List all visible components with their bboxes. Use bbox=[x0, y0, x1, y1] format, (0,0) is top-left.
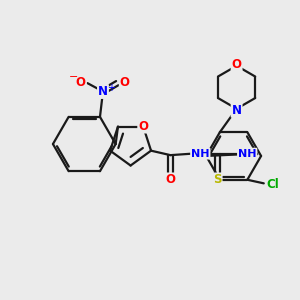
Text: N: N bbox=[98, 85, 108, 98]
Text: Cl: Cl bbox=[266, 178, 279, 191]
Text: O: O bbox=[165, 173, 176, 186]
Text: S: S bbox=[213, 173, 222, 186]
Text: N: N bbox=[232, 104, 242, 117]
Text: O: O bbox=[120, 76, 130, 89]
Text: −: − bbox=[69, 72, 79, 82]
Text: +: + bbox=[107, 83, 115, 93]
Text: O: O bbox=[76, 76, 86, 89]
Text: O: O bbox=[138, 119, 148, 133]
Text: NH: NH bbox=[238, 149, 256, 159]
Text: NH: NH bbox=[191, 149, 210, 159]
Text: O: O bbox=[232, 58, 242, 71]
